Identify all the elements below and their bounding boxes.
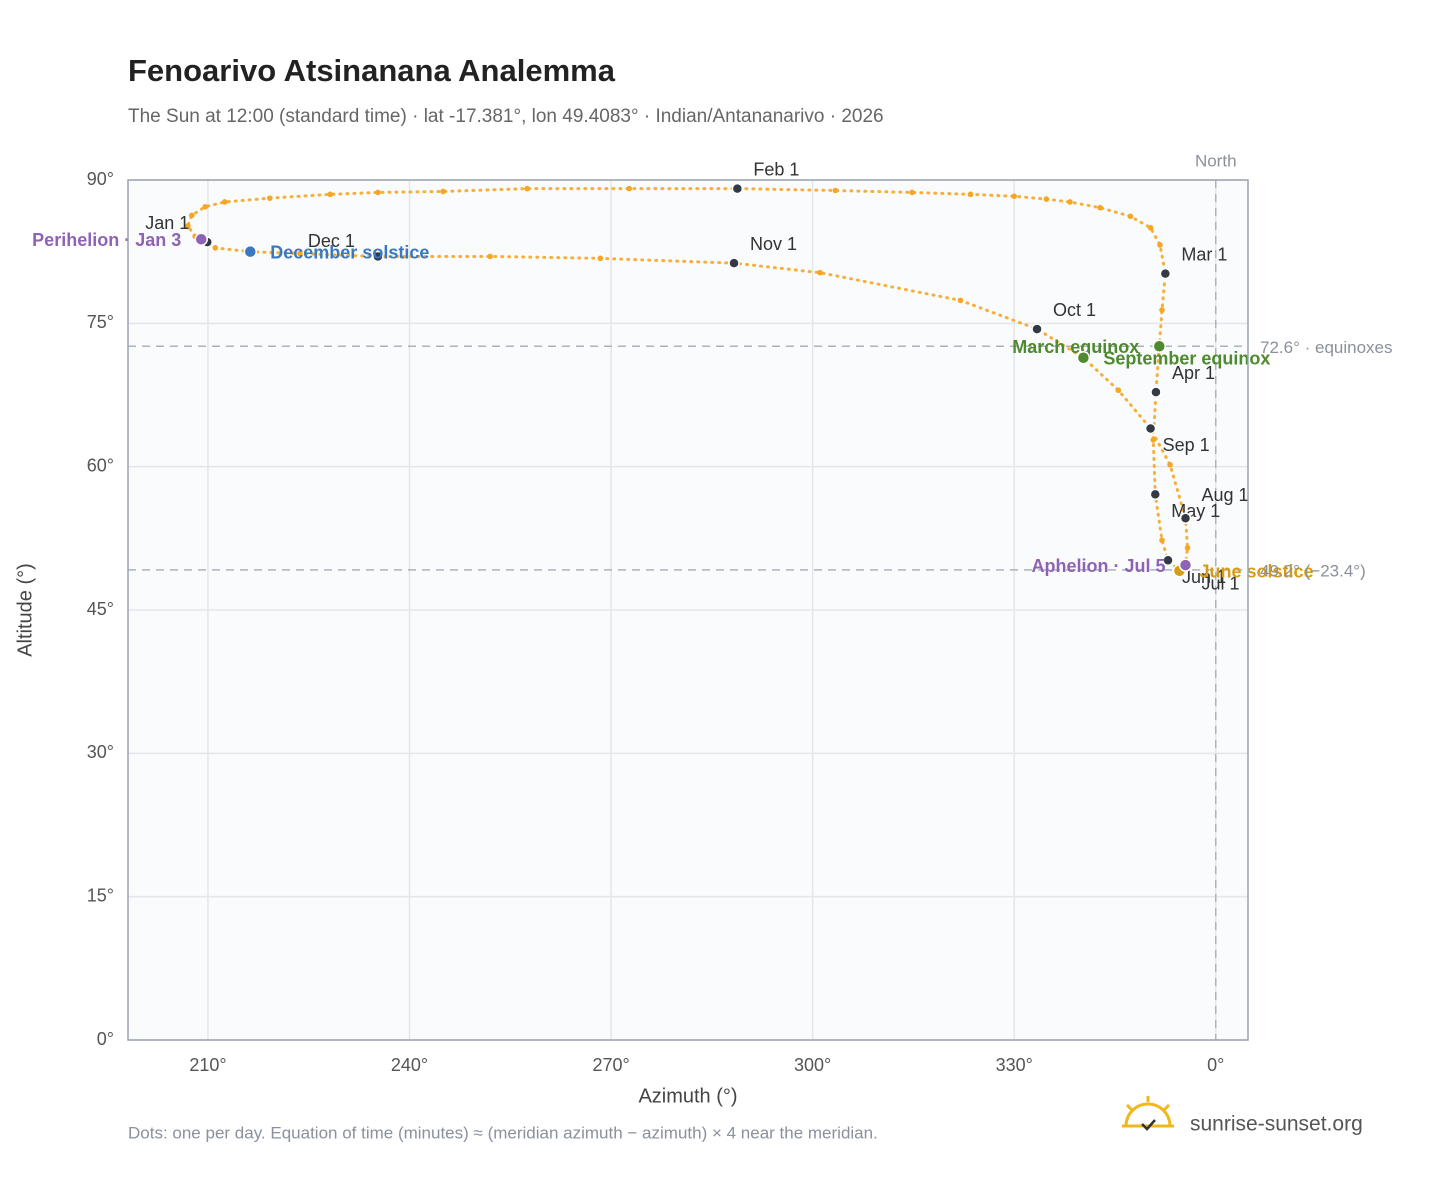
event-marker <box>194 232 208 246</box>
y-tick-label: 60° <box>87 455 114 475</box>
month-label: Sep 1 <box>1163 435 1210 455</box>
day-dot <box>327 191 334 198</box>
day-dot <box>1150 437 1157 443</box>
day-dot <box>1011 193 1017 200</box>
day-dot <box>1159 537 1165 544</box>
y-tick-label: 30° <box>87 742 114 762</box>
month-label: Apr 1 <box>1172 363 1215 383</box>
day-dot <box>297 250 303 257</box>
plot-border <box>127 179 1249 1041</box>
x-tick-label: 240° <box>391 1055 428 1075</box>
month-label: Dec 1 <box>308 231 355 251</box>
month-label: Oct 1 <box>1053 300 1096 320</box>
month-marker <box>1150 386 1162 398</box>
day-dot <box>221 199 228 205</box>
day-dot <box>1184 545 1191 551</box>
day-dot <box>1043 196 1050 202</box>
day-dot <box>626 185 633 192</box>
day-dot <box>832 187 839 194</box>
y-tick-label: 15° <box>87 885 114 905</box>
month-marker <box>1031 323 1043 335</box>
day-dot <box>1157 242 1163 248</box>
day-dot <box>375 189 381 196</box>
x-tick-label: 330° <box>996 1055 1033 1075</box>
x-tick-label: 300° <box>794 1055 831 1075</box>
event-label: September equinox <box>1103 348 1270 368</box>
event-label: June solstice <box>1199 562 1313 582</box>
brand: sunrise-sunset.org <box>1190 1113 1363 1136</box>
day-dot <box>817 269 823 276</box>
reference-label: 72.6° · equinoxes <box>1260 338 1393 357</box>
y-tick-label: 90° <box>87 169 114 189</box>
day-dot <box>266 195 273 201</box>
month-marker <box>731 182 744 195</box>
day-dot <box>1147 224 1154 231</box>
day-dot <box>1127 213 1134 220</box>
month-label: Aug 1 <box>1202 485 1249 505</box>
day-dot <box>487 253 493 260</box>
footnote: Dots: one per day. Equation of time (min… <box>128 1123 878 1142</box>
day-dot <box>909 189 915 196</box>
month-marker <box>728 257 740 269</box>
month-label: Feb 1 <box>753 159 799 179</box>
chart-subtitle: The Sun at 12:00 (standard time) · lat -… <box>128 106 884 127</box>
event-marker <box>1076 350 1091 365</box>
day-dot <box>440 188 446 195</box>
day-dot <box>184 223 191 229</box>
day-dot <box>202 203 209 210</box>
day-dot <box>1067 199 1073 205</box>
month-label: Nov 1 <box>750 234 797 254</box>
event-label: Aphelion · Jul 5 <box>1032 556 1166 576</box>
grid <box>128 179 1248 1041</box>
reference-label: 49.2° (−23.4°) <box>1260 561 1366 580</box>
month-marker <box>372 250 384 263</box>
event-label: March equinox <box>1012 337 1139 357</box>
day-dot <box>597 255 604 262</box>
day-dot <box>189 212 195 219</box>
x-tick-label: 270° <box>592 1055 629 1075</box>
month-label: Jun 1 <box>1182 567 1226 587</box>
day-dot <box>957 297 964 304</box>
y-axis-label: Altitude (°) <box>14 563 36 657</box>
month-label: Jan 1 <box>145 213 189 233</box>
y-tick-label: 0° <box>97 1029 114 1049</box>
day-dot <box>524 185 530 192</box>
event-label: December solstice <box>270 242 429 262</box>
day-dot <box>1167 461 1173 468</box>
day-dot <box>1097 204 1103 211</box>
day-dot <box>967 191 974 198</box>
month-label: Mar 1 <box>1181 244 1227 264</box>
event-marker <box>1152 339 1167 354</box>
y-tick-label: 45° <box>87 599 114 619</box>
brand-logo <box>1122 1096 1174 1131</box>
x-axis-label: Azimuth (°) <box>638 1085 737 1107</box>
month-marker <box>1149 488 1162 501</box>
event-label: Perihelion · Jan 3 <box>32 230 181 250</box>
y-tick-label: 75° <box>87 312 114 332</box>
month-marker <box>1162 554 1174 567</box>
day-dot <box>1159 307 1165 313</box>
month-label: Jul 1 <box>1201 574 1239 594</box>
day-dot <box>1115 387 1122 394</box>
month-marker <box>1179 512 1192 525</box>
event-marker <box>243 244 258 259</box>
x-tick-label: 0° <box>1207 1055 1224 1075</box>
month-marker <box>1159 267 1172 280</box>
event-marker <box>1178 558 1193 572</box>
day-dot <box>212 245 219 251</box>
north-label: North <box>1195 151 1237 170</box>
x-tick-label: 210° <box>189 1055 226 1075</box>
month-marker <box>1144 422 1157 435</box>
chart-title: Fenoarivo Atsinanana Analemma <box>128 53 616 88</box>
